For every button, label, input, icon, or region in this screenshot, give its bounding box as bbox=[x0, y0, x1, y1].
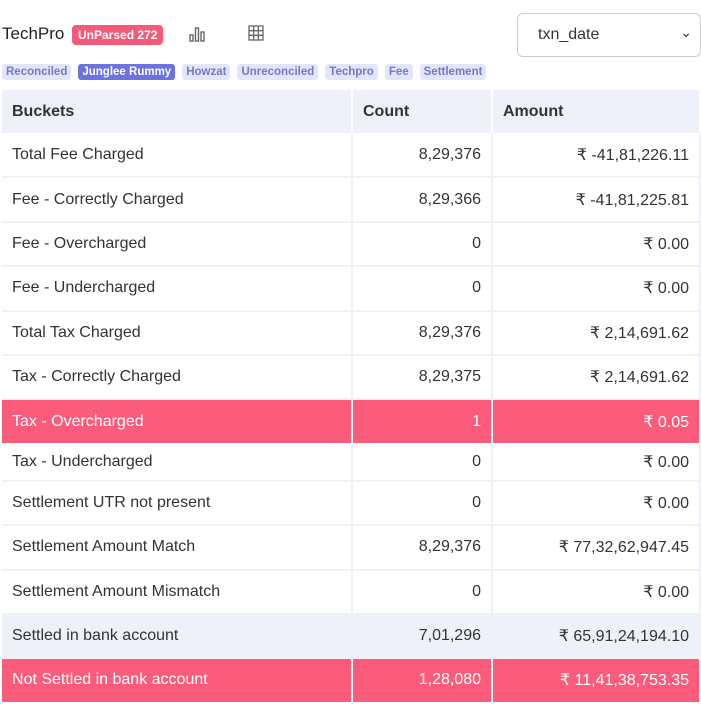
amount-cell: ₹ 11,41,38,753.35 bbox=[492, 658, 701, 704]
amount-cell: ₹ 0.00 bbox=[492, 480, 701, 527]
table-row[interactable]: Total Fee Charged 8,29,376 ₹ -41,81,226.11 bbox=[2, 133, 701, 179]
filter-chips: Reconciled Junglee Rummy Howzat Unreconcile… bbox=[2, 64, 487, 80]
amount-cell: ₹ -41,81,226.11 bbox=[492, 133, 701, 179]
chevron-down-icon: ⌄ bbox=[680, 24, 692, 40]
chip-howzat[interactable]: Howzat bbox=[182, 64, 231, 80]
amount-cell: ₹ 77,32,62,947.45 bbox=[492, 525, 701, 571]
count-cell: 8,29,376 bbox=[352, 525, 493, 571]
bucket-cell: Fee - Undercharged bbox=[2, 266, 353, 312]
table-row[interactable]: Not Settled in bank account 1,28,080 ₹ 11,… bbox=[2, 658, 701, 704]
bucket-cell: Tax - Overcharged bbox=[2, 399, 353, 445]
count-cell: 8,29,376 bbox=[352, 133, 493, 179]
bucket-cell: Fee - Overcharged bbox=[2, 221, 353, 268]
select-value: txn_date bbox=[538, 26, 600, 43]
bar-chart-icon[interactable] bbox=[188, 25, 206, 43]
count-cell: 7,01,296 bbox=[352, 613, 493, 660]
bucket-cell: Not Settled in bank account bbox=[2, 658, 353, 704]
count-cell: 1 bbox=[352, 399, 493, 445]
bucket-cell: Settlement Amount Match bbox=[2, 525, 353, 571]
table-grid-icon[interactable] bbox=[248, 25, 266, 43]
table-row[interactable]: Settlement UTR not present 0 ₹ 0.00 bbox=[2, 480, 701, 527]
bucket-cell: Total Tax Charged bbox=[2, 310, 353, 356]
chip-fee[interactable]: Fee bbox=[384, 64, 413, 80]
table-row[interactable]: Fee - Overcharged 0 ₹ 0.00 bbox=[2, 221, 701, 268]
date-field-select[interactable]: txn_date ⌄ bbox=[517, 13, 701, 57]
count-cell: 1,28,080 bbox=[352, 658, 493, 704]
count-cell: 8,29,375 bbox=[352, 354, 493, 401]
amount-cell: ₹ 0.05 bbox=[492, 399, 701, 445]
table-row[interactable]: Fee - Undercharged 0 ₹ 0.00 bbox=[2, 266, 701, 312]
chip-reconciled[interactable]: Reconciled bbox=[2, 64, 72, 80]
count-cell: 0 bbox=[352, 480, 493, 527]
chip-unreconciled[interactable]: Unreconciled bbox=[237, 64, 319, 80]
amount-cell: ₹ 2,14,691.62 bbox=[492, 310, 701, 356]
table-row[interactable]: Settlement Amount Mismatch 0 ₹ 0.00 bbox=[2, 569, 701, 615]
count-cell: 0 bbox=[352, 266, 493, 312]
amount-cell: ₹ 0.00 bbox=[492, 443, 701, 482]
app-title: TechPro bbox=[2, 24, 65, 43]
count-cell: 8,29,366 bbox=[352, 177, 493, 223]
amount-cell: ₹ 65,91,24,194.10 bbox=[492, 613, 701, 660]
bucket-cell: Settlement Amount Mismatch bbox=[2, 569, 353, 615]
bucket-cell: Tax - Undercharged bbox=[2, 443, 353, 482]
table-row[interactable]: Tax - Correctly Charged 8,29,375 ₹ 2,14,69… bbox=[2, 354, 701, 401]
table-row[interactable]: Fee - Correctly Charged 8,29,366 ₹ -41,81,… bbox=[2, 177, 701, 223]
count-cell: 0 bbox=[352, 221, 493, 268]
amount-cell: ₹ 0.00 bbox=[492, 266, 701, 312]
table-row[interactable]: Tax - Undercharged 0 ₹ 0.00 bbox=[2, 443, 701, 482]
bucket-cell: Settled in bank account bbox=[2, 613, 353, 660]
bucket-cell: Fee - Correctly Charged bbox=[2, 177, 353, 223]
bucket-cell: Total Fee Charged bbox=[2, 133, 353, 179]
col-buckets[interactable]: Buckets bbox=[2, 90, 353, 133]
chip-junglee-rummy[interactable]: Junglee Rummy bbox=[78, 64, 176, 80]
chip-techpro[interactable]: Techpro bbox=[325, 64, 378, 80]
table-header: Buckets Count Amount bbox=[2, 90, 701, 133]
chip-settlement[interactable]: Settlement bbox=[419, 64, 487, 80]
unparsed-badge[interactable]: UnParsed 272 bbox=[72, 25, 164, 45]
table-row[interactable]: Settlement Amount Match 8,29,376 ₹ 77,32,6… bbox=[2, 525, 701, 571]
table-row[interactable]: Tax - Overcharged 1 ₹ 0.05 bbox=[2, 399, 701, 445]
table-row[interactable]: Total Tax Charged 8,29,376 ₹ 2,14,691.62 bbox=[2, 310, 701, 356]
amount-cell: ₹ 0.00 bbox=[492, 221, 701, 268]
table-row[interactable]: Settled in bank account 7,01,296 ₹ 65,91,2… bbox=[2, 613, 701, 660]
count-cell: 8,29,376 bbox=[352, 310, 493, 356]
count-cell: 0 bbox=[352, 443, 493, 482]
amount-cell: ₹ -41,81,225.81 bbox=[492, 177, 701, 223]
amount-cell: ₹ 2,14,691.62 bbox=[492, 354, 701, 401]
count-cell: 0 bbox=[352, 569, 493, 615]
col-amount[interactable]: Amount bbox=[492, 90, 701, 133]
col-count[interactable]: Count bbox=[352, 90, 493, 133]
bucket-cell: Settlement UTR not present bbox=[2, 480, 353, 527]
buckets-table: Buckets Count Amount Total Fee Charged 8,… bbox=[2, 90, 701, 704]
bucket-cell: Tax - Correctly Charged bbox=[2, 354, 353, 401]
amount-cell: ₹ 0.00 bbox=[492, 569, 701, 615]
